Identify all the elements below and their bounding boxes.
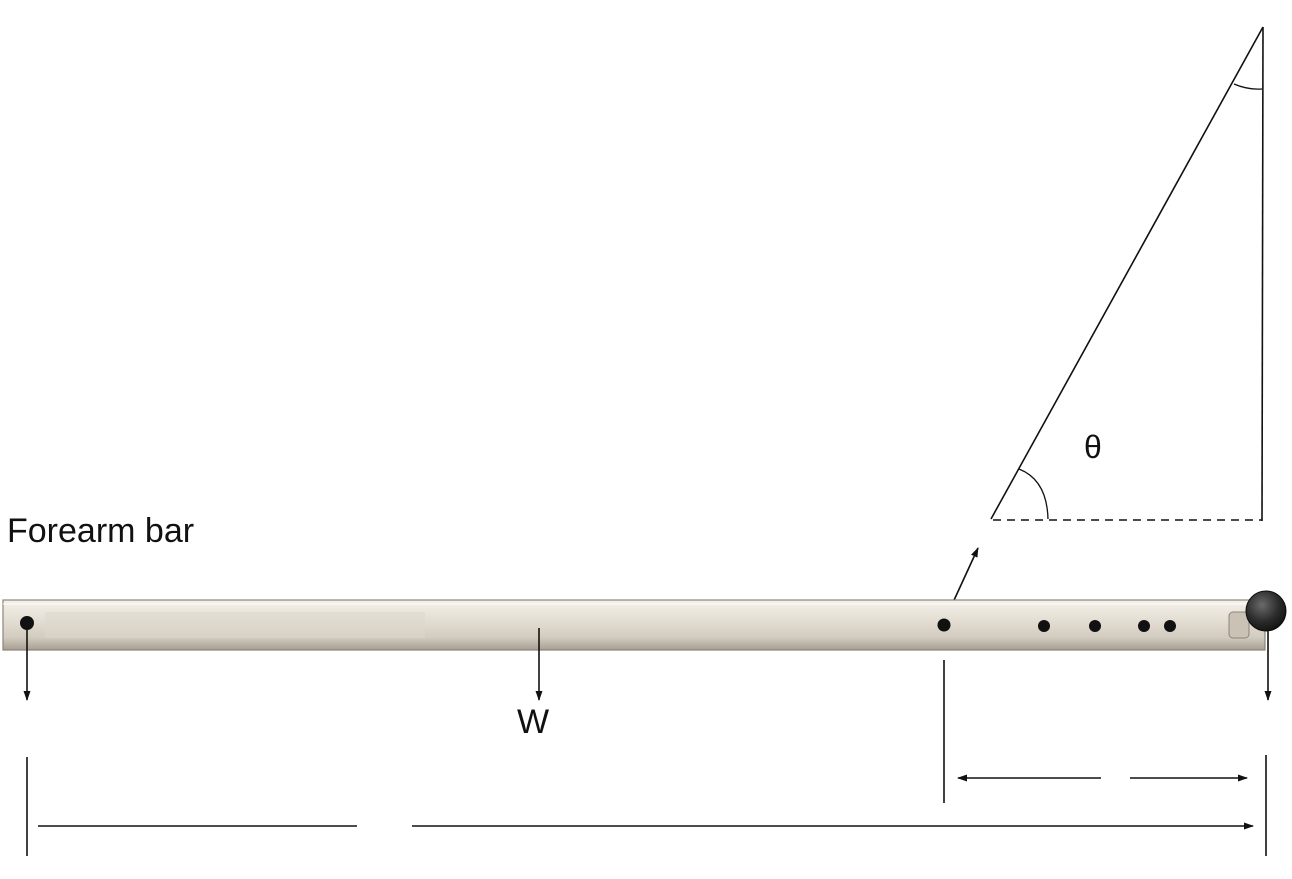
forearm-bar xyxy=(2,590,1287,651)
bar-hole-icon xyxy=(1138,620,1150,632)
end-knob-icon xyxy=(1245,590,1287,632)
bar-hole-icon xyxy=(1038,620,1050,632)
triangle-hypotenuse xyxy=(990,26,1264,520)
bar-hole-icon xyxy=(20,616,34,630)
dimension-lines xyxy=(26,660,1267,856)
bar-hole-icon xyxy=(937,618,951,632)
top-angle-arc xyxy=(1233,83,1263,90)
theta-label: θ xyxy=(1084,429,1102,465)
forearm-bar-label: Forearm bar xyxy=(7,512,194,550)
triangle-vertical-side xyxy=(1261,26,1264,522)
bar-texture xyxy=(45,612,425,638)
theta-angle-arc xyxy=(1018,468,1049,520)
weight-label: W xyxy=(517,703,549,741)
knob-stem xyxy=(1228,611,1250,639)
bar-hole-icon xyxy=(1164,620,1176,632)
bar-hole-icon xyxy=(1089,620,1101,632)
angle-triangle xyxy=(990,26,1264,522)
